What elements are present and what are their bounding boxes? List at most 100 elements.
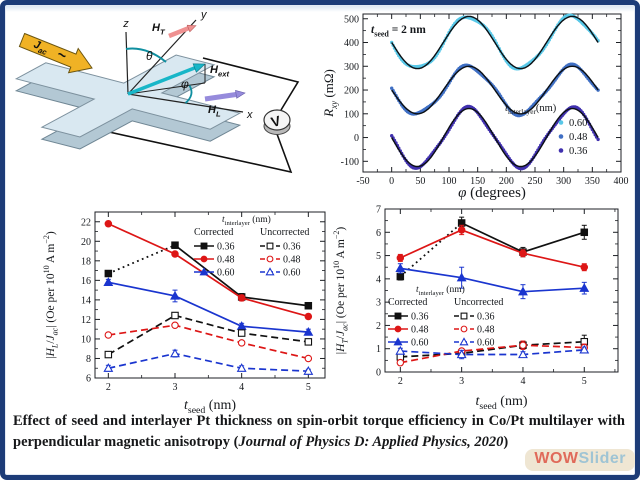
- svg-text:5: 5: [376, 251, 381, 262]
- svg-text:tseed (nm): tseed (nm): [184, 398, 236, 416]
- svg-text:tseed = 2 nm: tseed = 2 nm: [371, 24, 426, 38]
- hext-label: Hext: [210, 64, 230, 78]
- svg-text:0: 0: [389, 176, 394, 187]
- svg-text:400: 400: [614, 176, 629, 187]
- hext-projection-line: [127, 82, 206, 95]
- y-axis-label: y: [200, 9, 208, 21]
- svg-text:0.48: 0.48: [283, 255, 301, 266]
- svg-text:tinterlayer (nm): tinterlayer (nm): [222, 214, 271, 227]
- watermark-wow: WOW: [534, 450, 579, 467]
- svg-text:4: 4: [520, 376, 525, 387]
- svg-text:0.60: 0.60: [411, 338, 429, 349]
- top-gradient: [5, 5, 635, 12]
- rxy-vs-phi-chart: -50 0 50 100 150 200 250 300 350 400 -100 0 100 200 30…: [321, 13, 629, 201]
- svg-text:-100: -100: [341, 157, 359, 168]
- hl-arrow: [204, 89, 246, 102]
- svg-text:0.60: 0.60: [217, 268, 235, 279]
- svg-text:5: 5: [306, 382, 311, 393]
- svg-text:0.60: 0.60: [283, 268, 301, 279]
- svg-text:1: 1: [376, 344, 381, 355]
- svg-text:-50: -50: [356, 176, 369, 187]
- wowslider-watermark[interactable]: WOWSlider: [525, 449, 635, 471]
- svg-text:22: 22: [81, 217, 91, 228]
- voltmeter: [263, 109, 291, 135]
- ht-torque-efficiency-chart: 2 3 4 5 0 1 2 3 4 5 6 7 tseed (nm) |HT/Jac| (Oe per 1…: [332, 205, 619, 412]
- svg-text:100: 100: [442, 176, 457, 187]
- svg-text:0.36: 0.36: [217, 242, 235, 253]
- svg-text:tinterlayer (nm): tinterlayer (nm): [416, 284, 465, 297]
- svg-text:Uncorrected: Uncorrected: [454, 297, 503, 308]
- svg-text:0.48: 0.48: [569, 132, 587, 143]
- z-axis-label: z: [122, 18, 129, 30]
- ht-arrow: [168, 24, 197, 39]
- svg-text:2: 2: [106, 382, 111, 393]
- z-axis-line: [125, 31, 129, 95]
- svg-text:φ (degrees): φ (degrees): [458, 185, 526, 201]
- svg-text:3: 3: [459, 376, 464, 387]
- svg-text:7: 7: [376, 205, 381, 216]
- svg-text:10: 10: [81, 334, 91, 345]
- jac-arrow: [18, 32, 93, 74]
- svg-text:16: 16: [81, 276, 91, 287]
- svg-text:50: 50: [415, 176, 425, 187]
- svg-text:3: 3: [173, 382, 178, 393]
- svg-text:Corrected: Corrected: [194, 227, 233, 238]
- svg-text:0.48: 0.48: [217, 255, 235, 266]
- svg-text:0.36: 0.36: [283, 242, 301, 253]
- theta-arc: [125, 47, 167, 63]
- caption-journal: Journal of Physics D: Applied Physics, 2…: [238, 433, 504, 450]
- svg-text:200: 200: [344, 86, 359, 97]
- svg-text:0.60: 0.60: [569, 118, 587, 129]
- svg-text:0.48: 0.48: [477, 325, 495, 336]
- caption-end: ): [503, 433, 509, 450]
- phi-arc: [184, 85, 193, 104]
- hext-arrow: [127, 63, 206, 96]
- svg-text:12: 12: [81, 315, 91, 326]
- svg-text:Corrected: Corrected: [388, 297, 427, 308]
- hl-label: HL: [208, 104, 221, 118]
- svg-text:8: 8: [86, 354, 91, 365]
- svg-text:14: 14: [81, 295, 91, 306]
- phi-label: φ: [181, 77, 189, 91]
- svg-text:tinterlayer(nm): tinterlayer(nm): [505, 103, 557, 116]
- svg-text:Uncorrected: Uncorrected: [260, 227, 309, 238]
- svg-text:3: 3: [376, 298, 381, 309]
- svg-text:6: 6: [86, 374, 91, 385]
- svg-text:2: 2: [376, 321, 381, 332]
- svg-text:Rxy (mΩ): Rxy (mΩ): [321, 69, 339, 118]
- svg-text:18: 18: [81, 256, 91, 267]
- ht-label: HT: [152, 22, 166, 36]
- svg-text:0.36: 0.36: [477, 312, 495, 323]
- wire-bottom: [99, 129, 293, 174]
- svg-text:150: 150: [470, 176, 485, 187]
- theta-label: θ: [146, 49, 153, 63]
- svg-text:500: 500: [344, 14, 359, 25]
- svg-text:20: 20: [81, 237, 91, 248]
- svg-text:5: 5: [582, 376, 587, 387]
- wire-top: [202, 57, 300, 111]
- x-axis-label: x: [246, 109, 253, 121]
- svg-text:2: 2: [398, 376, 403, 387]
- svg-text:4: 4: [376, 274, 381, 285]
- watermark-slider: Slider: [578, 450, 626, 467]
- hall-cross-device: [14, 54, 242, 150]
- svg-text:0.36: 0.36: [411, 312, 429, 323]
- svg-text:0.36: 0.36: [569, 146, 587, 157]
- svg-text:350: 350: [585, 176, 600, 187]
- svg-text:0: 0: [376, 368, 381, 379]
- svg-text:tseed (nm): tseed (nm): [475, 394, 527, 412]
- y-axis-line: [127, 19, 197, 95]
- jac-label: Jac: [31, 39, 50, 58]
- svg-text:400: 400: [344, 38, 359, 49]
- caption-text: Effect of seed and interlayer Pt thickne…: [13, 413, 625, 450]
- svg-text:6: 6: [376, 228, 381, 239]
- svg-text:300: 300: [556, 176, 571, 187]
- svg-text:|HL/Jac| (Oe per 1010 A m−2): |HL/Jac| (Oe per 1010 A m−2): [42, 231, 59, 359]
- svg-text:0.60: 0.60: [477, 338, 495, 349]
- hl-torque-efficiency-chart: 2 3 4 5 6 8 10 12 14 16 18 20 22 tseed (nm) |HL/Jac| (…: [42, 211, 326, 416]
- svg-text:|HT/Jac| (Oe per 1010 A m−2): |HT/Jac| (Oe per 1010 A m−2): [332, 227, 349, 355]
- svg-text:200: 200: [499, 176, 514, 187]
- svg-text:100: 100: [344, 109, 359, 120]
